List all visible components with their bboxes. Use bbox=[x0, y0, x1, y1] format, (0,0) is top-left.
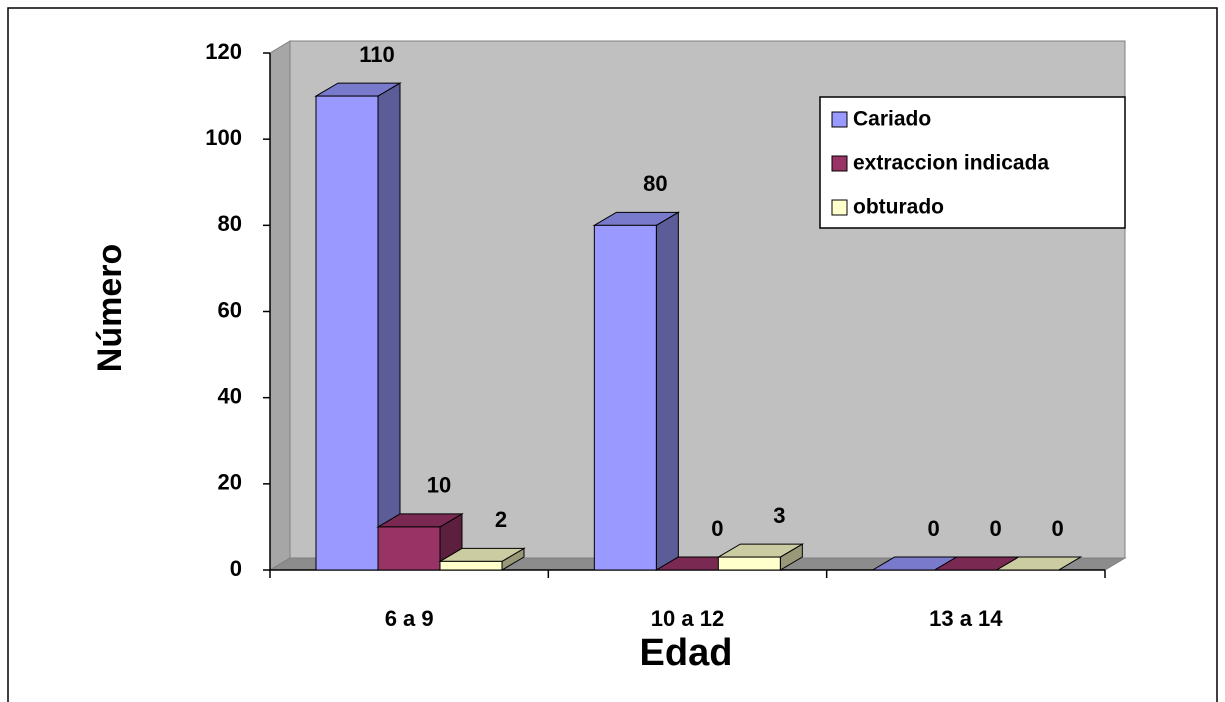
bar-front bbox=[315, 95, 379, 571]
legend bbox=[819, 96, 1126, 229]
bar bbox=[438, 547, 526, 571]
bar bbox=[314, 82, 402, 571]
bar-front bbox=[593, 224, 657, 571]
bar-side bbox=[655, 211, 679, 571]
data-label: 80 bbox=[643, 171, 667, 196]
y-tick-label: 100 bbox=[205, 125, 242, 150]
legend-swatch bbox=[831, 199, 848, 216]
legend-label: Cariado bbox=[853, 108, 931, 131]
x-axis-label: Edad bbox=[640, 632, 733, 674]
y-tick-label: 60 bbox=[218, 297, 242, 322]
y-tick-label: 40 bbox=[218, 383, 242, 408]
y-tick-label: 80 bbox=[218, 211, 242, 236]
bar-top bbox=[994, 556, 1083, 571]
data-label: 10 bbox=[427, 473, 451, 498]
bar-front bbox=[717, 556, 781, 571]
x-tick-label: 13 a 14 bbox=[929, 606, 1003, 631]
y-tick-label: 0 bbox=[230, 556, 242, 581]
bar-front bbox=[439, 560, 503, 571]
legend-swatch bbox=[831, 155, 848, 172]
y-tick-label: 120 bbox=[205, 39, 242, 64]
x-tick-label: 10 a 12 bbox=[651, 606, 724, 631]
x-tick-label: 6 a 9 bbox=[385, 606, 434, 631]
y-tick-label: 20 bbox=[218, 470, 242, 495]
legend-swatch bbox=[831, 111, 848, 128]
data-label: 0 bbox=[928, 516, 940, 541]
data-label: 3 bbox=[773, 503, 785, 528]
bar bbox=[592, 211, 681, 571]
data-label: 0 bbox=[711, 516, 723, 541]
data-label: 0 bbox=[1052, 516, 1064, 541]
bar bbox=[716, 543, 805, 571]
side-wall bbox=[269, 40, 291, 571]
bar bbox=[994, 556, 1083, 571]
y-axis-label: Número bbox=[91, 244, 129, 372]
data-label: 0 bbox=[990, 516, 1002, 541]
data-label: 2 bbox=[495, 507, 507, 532]
legend-label: extraccion indicada bbox=[853, 152, 1049, 175]
data-label: 110 bbox=[359, 42, 395, 67]
bar-front bbox=[377, 526, 441, 571]
bar-side bbox=[377, 82, 401, 571]
legend-label: obturado bbox=[853, 196, 944, 219]
